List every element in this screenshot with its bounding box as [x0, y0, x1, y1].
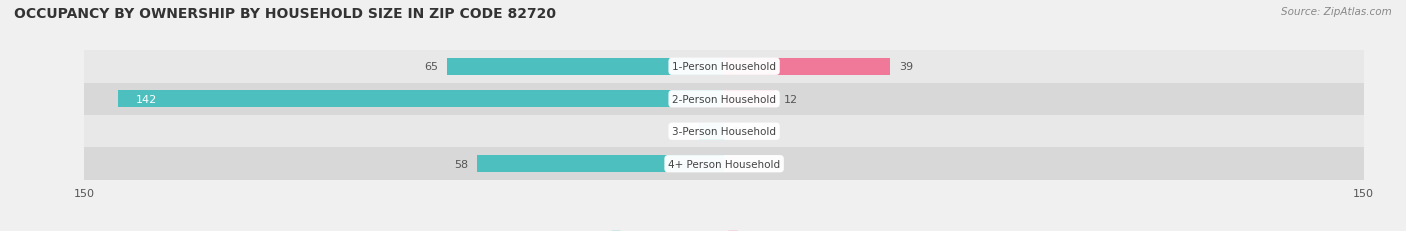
Text: 39: 39: [898, 62, 912, 72]
Bar: [477, 156, 724, 172]
Bar: [84, 83, 1364, 116]
Legend: Owner-occupied, Renter-occupied: Owner-occupied, Renter-occupied: [607, 227, 841, 231]
Text: 3-Person Household: 3-Person Household: [672, 127, 776, 137]
Text: OCCUPANCY BY OWNERSHIP BY HOUSEHOLD SIZE IN ZIP CODE 82720: OCCUPANCY BY OWNERSHIP BY HOUSEHOLD SIZE…: [14, 7, 555, 21]
Bar: [724, 91, 775, 108]
Bar: [84, 51, 1364, 83]
Text: 0: 0: [733, 127, 740, 137]
Text: Source: ZipAtlas.com: Source: ZipAtlas.com: [1281, 7, 1392, 17]
Text: 65: 65: [425, 62, 439, 72]
Bar: [699, 123, 724, 140]
Text: 4+ Person Household: 4+ Person Household: [668, 159, 780, 169]
Bar: [84, 116, 1364, 148]
Text: 12: 12: [783, 94, 799, 104]
Bar: [724, 59, 890, 75]
Text: 0: 0: [733, 159, 740, 169]
Text: 6: 6: [683, 127, 690, 137]
Text: 58: 58: [454, 159, 468, 169]
Bar: [447, 59, 724, 75]
Bar: [118, 91, 724, 108]
Text: 142: 142: [135, 94, 157, 104]
Text: 2-Person Household: 2-Person Household: [672, 94, 776, 104]
Bar: [84, 148, 1364, 180]
Text: 1-Person Household: 1-Person Household: [672, 62, 776, 72]
